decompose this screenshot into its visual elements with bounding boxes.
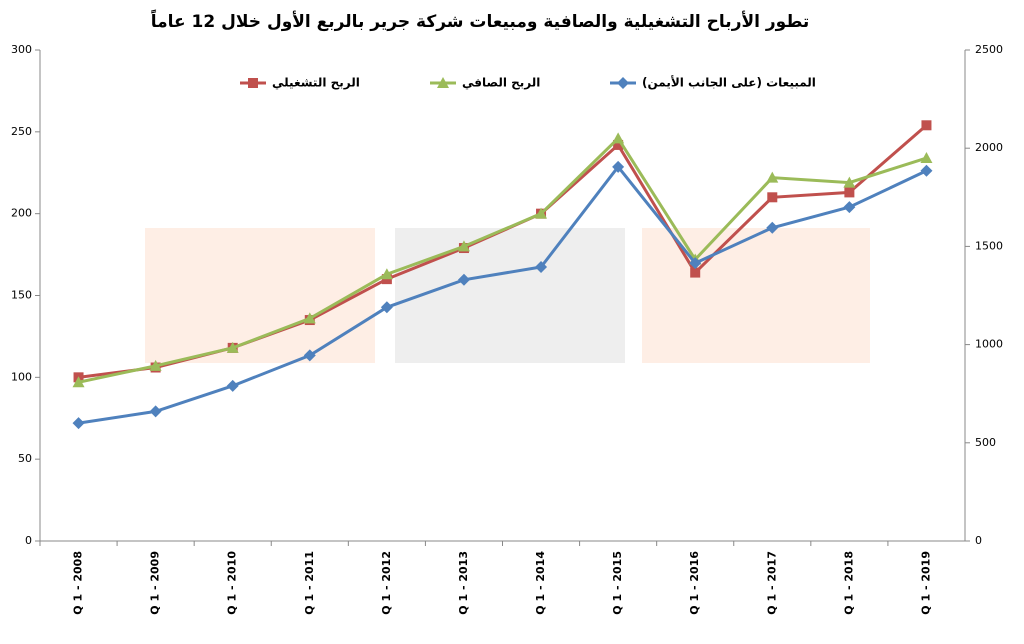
- y-tick-label: 250: [11, 125, 32, 138]
- x-tick-label: Q 1 - 2016: [688, 551, 701, 615]
- marker: [767, 192, 778, 203]
- x-tick-label: Q 1 - 2011: [303, 551, 316, 615]
- marker: [766, 221, 779, 234]
- marker: [72, 417, 85, 430]
- x-tick-label: Q 1 - 2017: [765, 551, 778, 615]
- y2-tick-label: 2000: [975, 141, 1003, 154]
- marker: [920, 152, 933, 164]
- marker: [380, 268, 393, 280]
- x-tick-label: Q 1 - 2012: [380, 551, 393, 615]
- y2-tick-label: 1000: [975, 338, 1003, 351]
- marker: [149, 359, 162, 371]
- x-tick-label: Q 1 - 2018: [842, 551, 855, 615]
- marker: [226, 341, 239, 353]
- x-tick-label: Q 1 - 2009: [149, 551, 162, 615]
- marker: [690, 267, 701, 278]
- marker: [535, 207, 548, 219]
- series-line: [78, 164, 928, 425]
- chart-title: تطور الأرباح التشغيلية والصافية ومبيعات …: [150, 8, 809, 32]
- x-tick-label: Q 1 - 2013: [457, 551, 470, 615]
- y-tick-label: 50: [18, 452, 32, 465]
- marker: [457, 273, 470, 286]
- legend-label: المبيعات (على الجانب الأيمن): [642, 75, 816, 90]
- marker: [535, 261, 548, 274]
- legend-label: الربح الصافي: [462, 76, 540, 90]
- y-tick-label: 300: [11, 43, 32, 56]
- marker: [689, 257, 702, 270]
- marker: [612, 160, 625, 173]
- marker: [72, 376, 85, 388]
- marker: [303, 312, 316, 324]
- series-line: [78, 136, 927, 384]
- marker: [843, 201, 856, 214]
- marker: [457, 240, 470, 252]
- marker: [613, 139, 624, 150]
- y-tick-label: 100: [11, 370, 32, 383]
- y2-tick-label: 0: [975, 534, 982, 547]
- marker: [844, 187, 855, 198]
- marker: [149, 405, 162, 418]
- watermark-block: [642, 228, 870, 363]
- marker: [612, 132, 625, 144]
- y2-tick-label: 2500: [975, 43, 1003, 56]
- legend-label: الربح التشغيلي: [272, 76, 360, 90]
- y-tick-label: 200: [11, 207, 32, 220]
- watermark-block: [395, 228, 625, 363]
- y-tick-label: 150: [11, 289, 32, 302]
- watermark-block: [145, 228, 375, 363]
- y2-tick-label: 1500: [975, 239, 1003, 252]
- marker: [380, 301, 393, 314]
- x-tick-label: Q 1 - 2019: [919, 551, 932, 615]
- x-tick-label: Q 1 - 2010: [226, 551, 239, 615]
- legend-marker: [617, 77, 629, 89]
- marker: [921, 120, 932, 131]
- x-tick-label: Q 1 - 2015: [611, 551, 624, 615]
- y2-tick-label: 500: [975, 436, 996, 449]
- marker: [766, 171, 779, 183]
- marker: [920, 164, 933, 177]
- marker: [303, 349, 316, 362]
- marker: [226, 379, 239, 392]
- x-tick-label: Q 1 - 2008: [72, 551, 85, 615]
- x-tick-label: Q 1 - 2014: [534, 551, 547, 615]
- marker: [843, 176, 856, 188]
- legend-marker: [248, 78, 258, 88]
- legend-marker: [437, 77, 449, 88]
- y-tick-label: 0: [25, 534, 32, 547]
